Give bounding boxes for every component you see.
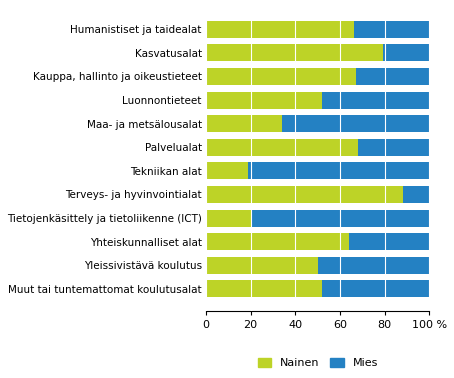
Bar <box>206 163 248 180</box>
Bar <box>403 186 429 203</box>
Bar <box>206 210 251 226</box>
Bar <box>206 280 322 297</box>
Bar <box>251 210 429 226</box>
Bar <box>282 115 429 132</box>
Bar <box>349 233 429 250</box>
Bar <box>206 44 383 61</box>
Bar <box>206 257 318 274</box>
Bar <box>356 68 429 85</box>
Bar <box>322 91 429 108</box>
Bar <box>206 21 354 38</box>
Bar <box>318 257 429 274</box>
Bar <box>322 280 429 297</box>
Legend: Nainen, Mies: Nainen, Mies <box>253 353 382 373</box>
Bar <box>206 68 356 85</box>
Bar <box>248 163 429 180</box>
Bar <box>206 139 358 156</box>
Bar <box>206 115 282 132</box>
Bar <box>206 233 349 250</box>
Bar <box>354 21 429 38</box>
Bar <box>383 44 429 61</box>
Bar <box>358 139 429 156</box>
Bar <box>206 186 403 203</box>
Bar <box>206 91 322 108</box>
